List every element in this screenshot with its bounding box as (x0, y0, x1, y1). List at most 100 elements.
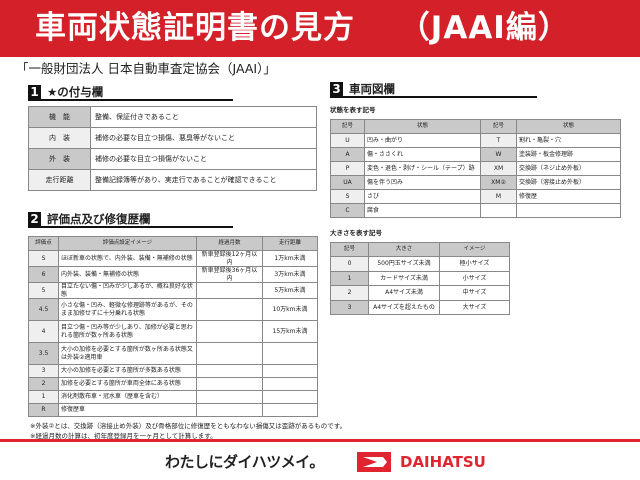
table-row: R 修復歴車 (28, 403, 318, 417)
symbol-cell: 0 (330, 256, 369, 272)
organization-subtitle: 「一般財団法人 日本自動車査定協会（JAAI）」 (16, 61, 276, 76)
table-row: 4 目立つ傷・凹み等が少しあり、加修が必要と思われる箇所が数ヶ所ある状態 15万km… (28, 320, 318, 343)
mileage-cell (262, 364, 318, 378)
col-header: 経過月数 (196, 236, 263, 251)
image-cell: 中サイズ (439, 285, 510, 301)
footer-divider (0, 439, 640, 442)
table-row: 2 加修を必要とする箇所が車両全体にある状態 (28, 377, 318, 391)
table-row: 内 装補修の必要な目立つ損傷、悪臭等がないこと (28, 127, 317, 149)
col-header: 記号 (480, 119, 517, 134)
symbol-cell: C (330, 203, 365, 218)
months-cell: 新車登録後12ヶ月以内 (196, 250, 263, 267)
col-header: イメージ (439, 242, 510, 257)
months-cell (196, 390, 263, 404)
table-row: 1 消化剤散布車・冠水車（歴車を含む） (28, 390, 318, 404)
mileage-cell: 5万km未満 (262, 282, 318, 299)
description-cell: 大小の加修を必要とする箇所が数ヶ所ある状態又は外装②適用車 (58, 342, 197, 365)
section-title: 車両図欄 (349, 82, 395, 96)
symbol-cell: A (330, 147, 365, 162)
col-header: 状態 (364, 119, 481, 134)
symbol-cell: 2 (330, 285, 369, 301)
state-cell: 腐食 (364, 203, 481, 218)
months-cell (196, 282, 263, 299)
table-row: 機 能整備、保証付きであること (28, 106, 317, 128)
symbol-cell: UA (330, 175, 365, 190)
table-row: S さび M 修復歴 (330, 189, 621, 204)
state-cell: 交換跡（ネジ止め外板） (516, 161, 621, 176)
description-cell: 小さな傷・凹み、軽微な修理跡等があるが、そのまま加修せずに十分乗れる状態 (58, 298, 197, 321)
score-cell: 3 (28, 364, 59, 378)
state-cell: 交換跡（溶接止め外板） (516, 175, 621, 190)
description-cell: 修復歴車 (58, 403, 197, 417)
section-number: 3 (330, 82, 343, 96)
mileage-cell (262, 390, 318, 404)
row-label: 機 能 (28, 106, 91, 128)
brand-logo: DAIHATSU (400, 453, 486, 471)
state-cell: 修復歴 (516, 189, 621, 204)
table-row: 6 内外装、装備・無補修の状態 新車登録後36ヶ月以内 3万km未満 (28, 266, 318, 283)
col-header: 大きさ (368, 242, 440, 257)
months-cell (196, 298, 263, 321)
months-cell (196, 403, 263, 417)
mileage-cell: 1万km未満 (262, 250, 318, 267)
table-row: 1 カードサイズ未満 小サイズ (330, 270, 510, 286)
section3-body: 状態を表す記号 記号 状態 記号 状態 U 凹み・曲がり T 割れ・亀裂・穴 A 傷・ささ… (330, 106, 621, 315)
mileage-cell (262, 403, 318, 417)
months-cell (196, 320, 263, 343)
table-row: 3.5 大小の加修を必要とする箇所が数ヶ所ある状態又は外装②適用車 (28, 342, 318, 365)
table-row: 3 大小の加修を必要とする箇所が多数ある状態 (28, 364, 318, 378)
symbol-cell: T (480, 133, 517, 148)
size-cell: カードサイズ未満 (368, 270, 440, 286)
size-cell: A4サイズを超えたもの (368, 299, 440, 315)
state-symbol-table: 記号 状態 記号 状態 U 凹み・曲がり T 割れ・亀裂・穴 A 傷・ささくれ W 塗装跡・板… (330, 119, 621, 218)
state-cell: 傷を伴う凹み (364, 175, 481, 190)
size-cell: 500円玉サイズ未満 (368, 256, 440, 272)
symbol-cell: 1 (330, 270, 369, 286)
score-cell: R (28, 403, 59, 417)
score-cell: S (28, 250, 59, 267)
image-cell: 極小サイズ (439, 256, 510, 272)
symbol-cell: W (480, 147, 517, 162)
col-header: 記号 (330, 119, 365, 134)
symbol-cell: U (330, 133, 365, 148)
symbol-cell: 3 (330, 299, 369, 315)
table-row: U 凹み・曲がり T 割れ・亀裂・穴 (330, 133, 621, 148)
description-cell: 大小の加修を必要とする箇所が多数ある状態 (58, 364, 197, 378)
table-row: A 傷・ささくれ W 塗装跡・板金修理跡 (330, 147, 621, 162)
col-header: 評価点 (28, 236, 59, 251)
table-row: 2 A4サイズ未満 中サイズ (330, 285, 510, 301)
state-cell: 変色・退色・剥げ・シール（テープ）跡 (364, 161, 481, 176)
symbol-cell: XM (480, 161, 517, 176)
description-cell: 加修を必要とする箇所が車両全体にある状態 (58, 377, 197, 391)
table-row: 0 500円玉サイズ未満 極小サイズ (330, 256, 510, 272)
col-header: 記号 (330, 242, 369, 257)
score-cell: 4 (28, 320, 59, 343)
section-number: 1 (28, 85, 41, 99)
section-title: ★の付与欄 (47, 85, 104, 99)
section-title: 評価点及び修復歴欄 (47, 212, 151, 226)
daihatsu-mark-icon (357, 452, 391, 472)
row-label: 走行距離 (28, 169, 91, 191)
months-cell (196, 364, 263, 378)
state-cell (516, 203, 621, 218)
mileage-cell: 15万km未満 (262, 320, 318, 343)
description-cell: ほぼ新車の状態で、内外装、装備・無補修の状態 (58, 250, 197, 267)
section3-heading: 3 車両図欄 (330, 82, 537, 98)
mileage-cell (262, 342, 318, 365)
mileage-cell: 10万km未満 (262, 298, 318, 321)
months-cell (196, 377, 263, 391)
row-value: 補修の必要な目立つ損傷がないこと (90, 148, 317, 170)
score-cell: 1 (28, 390, 59, 404)
symbol-cell: M (480, 189, 517, 204)
state-cell: 凹み・曲がり (364, 133, 481, 148)
table-row: 走行距離 整備記録簿等があり、実走行であることが確認できること (28, 169, 317, 191)
symbol-cell (480, 203, 517, 218)
score-cell: 3.5 (28, 342, 59, 365)
size-symbol-table: 記号 大きさ イメージ 0 500円玉サイズ未満 極小サイズ 1 カードサイズ未満 小サイ… (330, 242, 510, 315)
table-row: S ほぼ新車の状態で、内外装、装備・無補修の状態 新車登録後12ヶ月以内 1万km未満 (28, 250, 318, 267)
row-value: 整備、保証付きであること (90, 106, 317, 128)
row-value: 整備記録簿等があり、実走行であることが確認できること (90, 169, 317, 191)
table-row: 外 装補修の必要な目立つ損傷がないこと (28, 148, 317, 170)
score-cell: 6 (28, 266, 59, 283)
image-cell: 小サイズ (439, 270, 510, 286)
